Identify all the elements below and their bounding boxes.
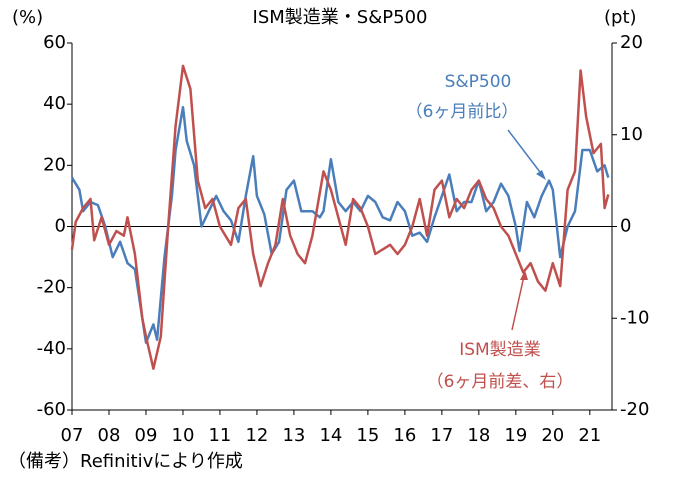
y2-tick-label: -10 [620,307,649,328]
arrow-head [536,170,546,180]
arrow [507,129,544,177]
x-tick-label: 14 [319,425,342,446]
y-tick-label: -40 [37,338,66,359]
chart-title: ISM製造業・S&P500 [253,7,428,28]
y-tick-label: 0 [55,216,66,237]
y2-tick-label: -20 [620,399,649,420]
line-series [70,105,610,344]
y-tick-label: 40 [43,93,66,114]
arrow-head [520,270,528,280]
x-tick-label: 19 [504,425,527,446]
y-tick-label: 60 [43,32,66,53]
x-tick-label: 18 [467,425,490,446]
x-tick-label: 08 [98,425,121,446]
annotation: （6ヶ月前比） [406,102,519,122]
x-tick-label: 21 [578,425,601,446]
x-tick-label: 10 [172,425,195,446]
annotation: ISM製造業 [459,340,540,360]
annotation: （6ヶ月前差、右） [427,372,574,392]
x-tick-label: 11 [208,425,231,446]
y2-tick-label: 10 [620,124,643,145]
y-tick-label: -20 [37,277,66,298]
x-tick-label: 17 [430,425,453,446]
x-tick-label: 07 [61,425,84,446]
y-tick-label: 20 [43,154,66,175]
y2-tick-label: 20 [620,32,643,53]
x-tick-label: 13 [282,425,305,446]
y2-tick-label: 0 [620,216,631,237]
y-axis-label: (%) [12,7,43,28]
y-tick-label: -60 [37,399,66,420]
x-tick-label: 20 [541,425,564,446]
footnote: （備考）Refinitivにより作成 [8,451,243,472]
annotation: S&P500 [445,72,512,92]
x-tick-label: 09 [135,425,158,446]
arrow [511,275,525,331]
line-series [70,64,610,370]
y2-axis-label: (pt) [604,7,637,28]
x-tick-label: 15 [356,425,379,446]
x-tick-label: 12 [245,425,268,446]
x-tick-label: 16 [393,425,416,446]
